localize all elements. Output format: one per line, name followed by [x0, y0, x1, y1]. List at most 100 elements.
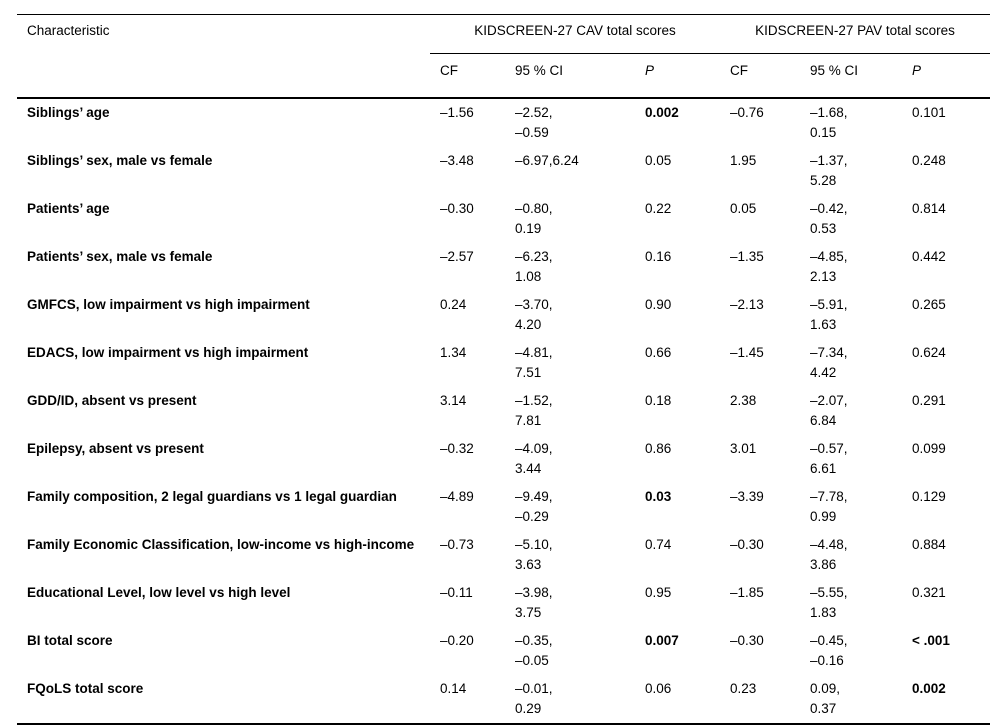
cav-p-value: 0.05: [645, 153, 672, 168]
pav-ci-value: –0.57, 6.61: [810, 441, 848, 476]
cav-ci-value: –3.98, 3.75: [515, 585, 553, 620]
pav-cf-value: –1.85: [730, 585, 764, 600]
pav-cf-value: 2.38: [730, 393, 757, 408]
cav-ci-value: –4.81, 7.51: [515, 345, 553, 380]
characteristic-column-header: Characteristic: [27, 23, 110, 38]
pav-group-header: KIDSCREEN-27 PAV total scores: [720, 14, 991, 54]
cav-cf-value: –3.48: [440, 153, 474, 168]
cav-p-value: 0.74: [645, 537, 672, 552]
cav-ci-value: –3.70, 4.20: [515, 297, 553, 332]
pav-ci-value: –5.91, 1.63: [810, 297, 848, 332]
characteristic-label: GMFCS, low impairment vs high impairment: [27, 297, 310, 312]
pav-cf-value: –1.45: [730, 345, 764, 360]
cav-p-value: 0.007: [645, 633, 679, 648]
pav-ci-value: –0.45, –0.16: [810, 633, 848, 668]
table-row: Siblings’ sex, male vs female –3.48 –6.97,…: [17, 147, 990, 195]
characteristic-label: Family Economic Classification, low-inco…: [27, 537, 415, 552]
pav-ci-header: 95 % CI: [800, 53, 903, 99]
cav-ci-value: –0.80, 0.19: [515, 201, 553, 236]
cav-cf-value: 0.14: [440, 681, 467, 696]
group-header-row: Characteristic KIDSCREEN-27 CAV total sc…: [17, 14, 991, 54]
characteristic-label: FQoLS total score: [27, 681, 144, 696]
table-row: GDD/ID, absent vs present 3.14 –1.52, 7.81…: [17, 387, 990, 435]
pav-cf-value: –0.30: [730, 633, 764, 648]
pav-cf-value: 1.95: [730, 153, 757, 168]
characteristic-label: BI total score: [27, 633, 113, 648]
table-row: GMFCS, low impairment vs high impairment…: [17, 291, 990, 339]
pav-ci-value: –7.34, 4.42: [810, 345, 848, 380]
cav-p-value: 0.95: [645, 585, 672, 600]
cav-cf-value: –0.30: [440, 201, 474, 216]
pav-cf-value: –3.39: [730, 489, 764, 504]
pav-p-value: 0.442: [912, 249, 946, 264]
cav-ci-header: 95 % CI: [505, 53, 635, 99]
cav-group-header: KIDSCREEN-27 CAV total scores: [430, 14, 721, 54]
cav-ci-value: –6.97,6.24: [515, 153, 579, 168]
pav-cf-value: –1.35: [730, 249, 764, 264]
pav-p-value: 0.624: [912, 345, 946, 360]
characteristic-label: Patients’ age: [27, 201, 110, 216]
table-row: EDACS, low impairment vs high impairment…: [17, 339, 990, 387]
cav-p-value: 0.90: [645, 297, 672, 312]
cav-cf-value: 0.24: [440, 297, 467, 312]
characteristic-label: Epilepsy, absent vs present: [27, 441, 204, 456]
cav-p-value: 0.86: [645, 441, 672, 456]
table-row: Family composition, 2 legal guardians vs…: [17, 483, 990, 531]
pav-ci-value: –0.42, 0.53: [810, 201, 848, 236]
cav-p-value: 0.22: [645, 201, 672, 216]
pav-cf-header: CF: [720, 53, 801, 99]
cav-ci-value: –9.49, –0.29: [515, 489, 553, 524]
cav-ci-value: –0.35, –0.05: [515, 633, 553, 668]
pav-ci-value: –1.37, 5.28: [810, 153, 848, 188]
characteristic-label: Educational Level, low level vs high lev…: [27, 585, 291, 600]
cav-cf-value: –0.73: [440, 537, 474, 552]
cav-p-value: 0.03: [645, 489, 672, 504]
pav-p-value: 0.265: [912, 297, 946, 312]
table-row: Patients’ sex, male vs female –2.57 –6.23,…: [17, 243, 990, 291]
cav-ci-value: –0.01, 0.29: [515, 681, 553, 716]
pav-cf-value: 0.23: [730, 681, 757, 696]
pav-p-value: 0.884: [912, 537, 946, 552]
pav-p-value: 0.814: [912, 201, 946, 216]
pav-p-value: 0.101: [912, 105, 946, 120]
pav-cf-value: –0.30: [730, 537, 764, 552]
pav-ci-value: 0.09, 0.37: [810, 681, 841, 716]
pav-p-value: 0.321: [912, 585, 946, 600]
characteristic-label: Siblings’ sex, male vs female: [27, 153, 213, 168]
cav-cf-value: –0.32: [440, 441, 474, 456]
table-row: Family Economic Classification, low-inco…: [17, 531, 990, 579]
empty-header-cell: [17, 53, 430, 99]
cav-cf-header: CF: [430, 53, 505, 99]
pav-p-header: P: [902, 53, 991, 99]
cav-ci-value: –1.52, 7.81: [515, 393, 553, 428]
pav-ci-value: –7.78, 0.99: [810, 489, 848, 524]
pav-p-value: 0.002: [912, 681, 946, 696]
pav-p-value: 0.248: [912, 153, 946, 168]
cav-cf-value: –2.57: [440, 249, 474, 264]
pav-cf-value: –2.13: [730, 297, 764, 312]
table-row: Epilepsy, absent vs present –0.32 –4.09, 3…: [17, 435, 990, 483]
table-row: FQoLS total score 0.14 –0.01, 0.29 0.06 0.23…: [17, 675, 990, 724]
pav-cf-value: –0.76: [730, 105, 764, 120]
characteristic-label: GDD/ID, absent vs present: [27, 393, 197, 408]
pav-p-value: 0.291: [912, 393, 946, 408]
characteristic-label: EDACS, low impairment vs high impairment: [27, 345, 309, 360]
cav-cf-value: –0.20: [440, 633, 474, 648]
cav-p-value: 0.06: [645, 681, 672, 696]
cav-p-value: 0.002: [645, 105, 679, 120]
cav-cf-value: 3.14: [440, 393, 467, 408]
table-row: Educational Level, low level vs high lev…: [17, 579, 990, 627]
cav-ci-value: –5.10, 3.63: [515, 537, 553, 572]
pav-ci-value: –4.85, 2.13: [810, 249, 848, 284]
characteristic-label: Siblings’ age: [27, 105, 110, 120]
cav-ci-value: –6.23, 1.08: [515, 249, 553, 284]
pav-cf-value: 3.01: [730, 441, 757, 456]
pav-p-value: 0.129: [912, 489, 946, 504]
cav-p-value: 0.16: [645, 249, 672, 264]
cav-p-value: 0.18: [645, 393, 672, 408]
table-body: Siblings’ age –1.56 –2.52, –0.59 0.002 –0.76…: [17, 98, 990, 724]
pav-ci-value: –5.55, 1.83: [810, 585, 848, 620]
paper-table-page: Characteristic KIDSCREEN-27 CAV total sc…: [17, 14, 991, 725]
cav-cf-value: –0.11: [440, 585, 473, 600]
regression-results-table: Characteristic KIDSCREEN-27 CAV total sc…: [17, 14, 991, 725]
